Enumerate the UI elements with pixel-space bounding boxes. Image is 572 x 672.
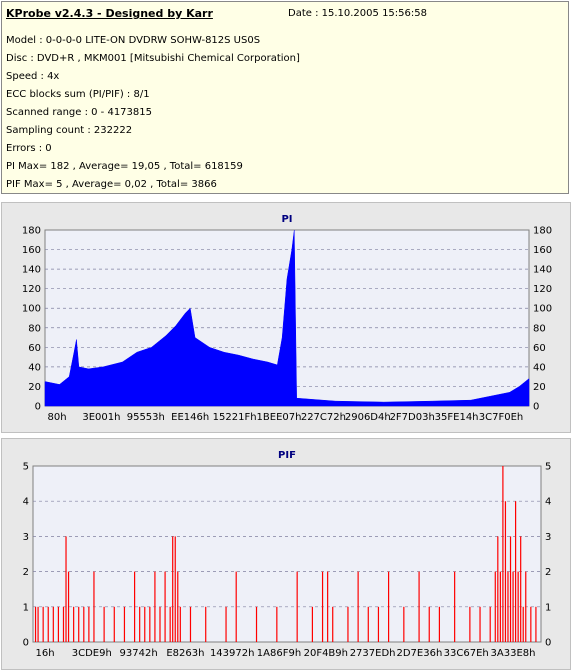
pi-ytick-left: 100 (22, 304, 41, 315)
pi-ytick-right: 140 (533, 265, 552, 276)
pi-ytick-left: 160 (22, 245, 41, 256)
pif-ytick-right: 2 (545, 567, 551, 578)
pif-xtick: 1A86F9h (257, 648, 301, 659)
pi-xtick: 2F7D03h (390, 412, 435, 423)
pi-series-area (44, 229, 530, 407)
pif-xtick: 33C67Eh (444, 648, 489, 659)
pif-ytick-left: 2 (23, 567, 29, 578)
pif-xtick: 2737EDh (350, 648, 396, 659)
pi-ytick-right: 120 (533, 284, 552, 295)
pi-xtick: 15221Fh (213, 412, 257, 423)
info-model: Model : 0-0-0-0 LITE-ON DVDRW SOHW-812S … (6, 35, 261, 46)
pi-xtick: 3C7F0Eh (479, 412, 523, 423)
info-panel: KProbe v2.4.3 - Designed by Karr Date : … (1, 1, 569, 194)
pi-title: PI (281, 214, 292, 225)
info-sampling-count: Sampling count : 232222 (6, 125, 133, 136)
pi-ytick-right: 100 (533, 304, 552, 315)
pi-ytick-right: 80 (533, 323, 546, 334)
pif-xtick: 3CDE9h (72, 648, 112, 659)
pi-ytick-left: 20 (28, 382, 41, 393)
app-title: KProbe v2.4.3 - Designed by Karr (6, 7, 213, 20)
pif-title: PIF (278, 450, 296, 461)
pi-ytick-right: 180 (533, 226, 552, 237)
pi-ytick-left: 140 (22, 265, 41, 276)
info-errors: Errors : 0 (6, 143, 52, 154)
pi-xtick: 227C72h (301, 412, 346, 423)
pi-ytick-right: 40 (533, 362, 546, 373)
pi-ytick-right: 20 (533, 382, 546, 393)
pif-xtick: 2D7E36h (396, 648, 442, 659)
pi-chart: PI 0 0 20 20 40 40 60 60 80 80 100 100 120 120 140 140 16… (22, 214, 552, 423)
pif-xtick: 16h (35, 648, 54, 659)
info-disc: Disc : DVD+R , MKM001 [Mitsubishi Chemic… (6, 53, 300, 64)
pif-chart: PIF 0 0 1 1 2 2 3 3 4 4 5 5 16h 3CDE9h 93742h E8263h 1439… (23, 450, 552, 659)
pi-xtick: EE146h (171, 412, 209, 423)
pif-ytick-right: 5 (545, 462, 551, 473)
pif-ytick-right: 1 (545, 602, 551, 613)
pif-xtick: 143972h (210, 648, 255, 659)
pif-ytick-left: 4 (23, 497, 29, 508)
pi-xtick: 35FE14h (435, 412, 479, 423)
info-ecc-blocks: ECC blocks sum (PI/PIF) : 8/1 (6, 89, 150, 100)
pi-ytick-left: 40 (28, 362, 41, 373)
pif-chart-panel: PIF 0 0 1 1 2 2 3 3 4 4 5 5 16h 3CDE9h 93742h E8263h 1439… (1, 438, 571, 670)
pi-xtick: 3E001h (82, 412, 120, 423)
pif-ytick-left: 0 (23, 638, 29, 649)
pi-ytick-left: 80 (28, 323, 41, 334)
pif-xtick: 93742h (120, 648, 158, 659)
pif-ytick-right: 4 (545, 497, 551, 508)
pi-ytick-right: 0 (533, 402, 539, 413)
pif-xtick: E8263h (166, 648, 204, 659)
pif-xtick: 20F4B9h (304, 648, 348, 659)
pi-xtick: 2906D4h (345, 412, 391, 423)
info-scanned-range: Scanned range : 0 - 4173815 (6, 107, 152, 118)
scan-date: Date : 15.10.2005 15:56:58 (288, 8, 427, 19)
pi-ytick-left: 60 (28, 343, 41, 354)
pif-xtick: 3A33E8h (491, 648, 536, 659)
info-speed: Speed : 4x (6, 71, 60, 82)
pi-xtick: 80h (47, 412, 66, 423)
info-pif-stats: PIF Max= 5 , Average= 0,02 , Total= 3866 (6, 179, 217, 190)
pif-plot-area (32, 465, 542, 643)
info-pi-stats: PI Max= 182 , Average= 19,05 , Total= 61… (6, 161, 243, 172)
pi-xtick: 95553h (127, 412, 165, 423)
pi-xtick: 1BEE07h (257, 412, 302, 423)
pi-ytick-left: 180 (22, 226, 41, 237)
pi-ytick-left: 0 (35, 402, 41, 413)
pif-ytick-right: 0 (545, 638, 551, 649)
pi-chart-panel: PI 0 0 20 20 40 40 60 60 80 80 100 100 120 120 140 140 16… (1, 202, 571, 433)
pif-ytick-right: 3 (545, 532, 551, 543)
pi-ytick-left: 120 (22, 284, 41, 295)
pi-ytick-right: 60 (533, 343, 546, 354)
pif-ytick-left: 1 (23, 602, 29, 613)
pif-ytick-left: 3 (23, 532, 29, 543)
pif-ytick-left: 5 (23, 462, 29, 473)
pi-ytick-right: 160 (533, 245, 552, 256)
